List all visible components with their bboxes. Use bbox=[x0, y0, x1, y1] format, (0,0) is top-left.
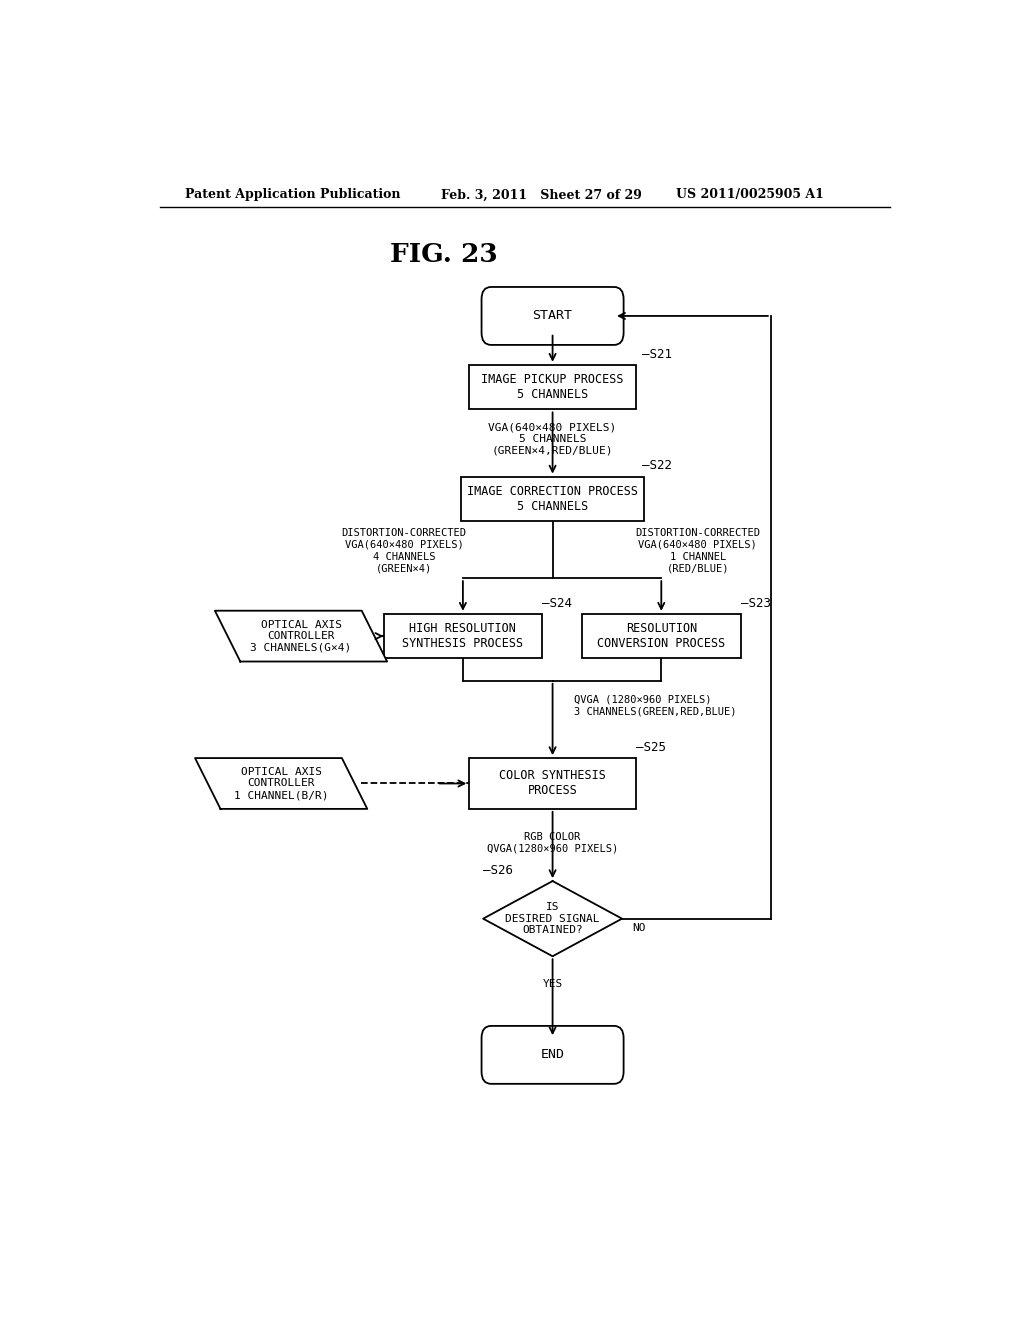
Text: END: END bbox=[541, 1048, 564, 1061]
Text: DISTORTION-CORRECTED
VGA(640×480 PIXELS)
1 CHANNEL
(RED/BLUE): DISTORTION-CORRECTED VGA(640×480 PIXELS)… bbox=[635, 528, 760, 573]
Text: Patent Application Publication: Patent Application Publication bbox=[185, 189, 400, 202]
Text: ―S23: ―S23 bbox=[740, 597, 771, 610]
Bar bbox=[582, 614, 740, 659]
Text: ―S26: ―S26 bbox=[482, 865, 513, 876]
Text: QVGA (1280×960 PIXELS)
3 CHANNELS(GREEN,RED,BLUE): QVGA (1280×960 PIXELS) 3 CHANNELS(GREEN,… bbox=[574, 694, 736, 715]
Text: HIGH RESOLUTION
SYNTHESIS PROCESS: HIGH RESOLUTION SYNTHESIS PROCESS bbox=[402, 622, 523, 651]
Text: US 2011/0025905 A1: US 2011/0025905 A1 bbox=[676, 189, 823, 202]
Bar bbox=[469, 364, 636, 409]
Text: VGA(640×480 PIXELS)
5 CHANNELS
(GREEN×4,RED/BLUE): VGA(640×480 PIXELS) 5 CHANNELS (GREEN×4,… bbox=[488, 422, 616, 455]
Text: COLOR SYNTHESIS
PROCESS: COLOR SYNTHESIS PROCESS bbox=[499, 770, 606, 797]
Text: ―S22: ―S22 bbox=[642, 459, 672, 473]
Text: ―S25: ―S25 bbox=[636, 741, 666, 754]
Polygon shape bbox=[195, 758, 368, 809]
Text: NO: NO bbox=[633, 923, 646, 933]
Text: START: START bbox=[532, 309, 572, 322]
Text: IMAGE CORRECTION PROCESS
5 CHANNELS: IMAGE CORRECTION PROCESS 5 CHANNELS bbox=[467, 484, 638, 513]
Text: IS
DESIRED SIGNAL
OBTAINED?: IS DESIRED SIGNAL OBTAINED? bbox=[505, 902, 600, 936]
FancyBboxPatch shape bbox=[481, 1026, 624, 1084]
Text: Feb. 3, 2011   Sheet 27 of 29: Feb. 3, 2011 Sheet 27 of 29 bbox=[441, 189, 642, 202]
FancyBboxPatch shape bbox=[481, 286, 624, 345]
Bar bbox=[469, 758, 636, 809]
Text: IMAGE PICKUP PROCESS
5 CHANNELS: IMAGE PICKUP PROCESS 5 CHANNELS bbox=[481, 374, 624, 401]
Text: OPTICAL AXIS
CONTROLLER
3 CHANNELS(G×4): OPTICAL AXIS CONTROLLER 3 CHANNELS(G×4) bbox=[251, 619, 351, 652]
Text: YES: YES bbox=[543, 978, 563, 989]
Text: ―S24: ―S24 bbox=[543, 597, 572, 610]
Text: DISTORTION-CORRECTED
VGA(640×480 PIXELS)
4 CHANNELS
(GREEN×4): DISTORTION-CORRECTED VGA(640×480 PIXELS)… bbox=[342, 528, 467, 573]
Text: ―S21: ―S21 bbox=[642, 347, 672, 360]
Text: RESOLUTION
CONVERSION PROCESS: RESOLUTION CONVERSION PROCESS bbox=[597, 622, 725, 651]
Polygon shape bbox=[215, 611, 387, 661]
Text: RGB COLOR
QVGA(1280×960 PIXELS): RGB COLOR QVGA(1280×960 PIXELS) bbox=[487, 832, 618, 853]
Text: OPTICAL AXIS
CONTROLLER
1 CHANNEL(B/R): OPTICAL AXIS CONTROLLER 1 CHANNEL(B/R) bbox=[233, 767, 329, 800]
Bar bbox=[384, 614, 543, 659]
Polygon shape bbox=[483, 880, 622, 956]
Text: FIG. 23: FIG. 23 bbox=[390, 243, 498, 268]
Bar bbox=[462, 477, 644, 521]
